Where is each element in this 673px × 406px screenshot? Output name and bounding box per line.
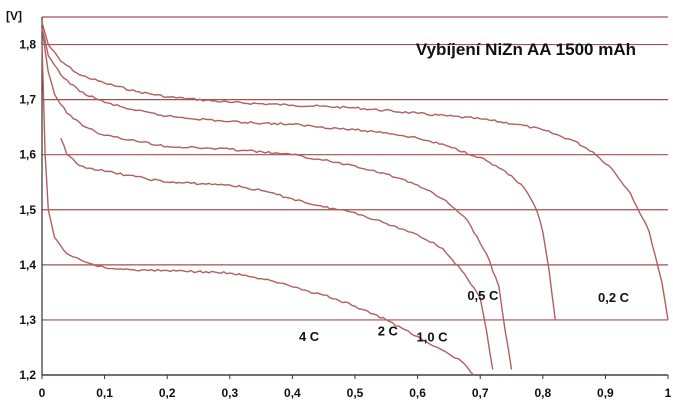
x-tick-label: 0,4 [284,386,301,400]
series-label-2: 1,0 C [417,329,449,344]
x-tick-label: 0,8 [534,386,551,400]
y-tick-label: 1,8 [19,38,36,52]
x-tick-label: 0,6 [409,386,426,400]
chart-title: Vybíjení NiZn AA 1500 mAh [416,40,636,59]
series-label-3: 2 C [378,323,399,338]
series-line-4 [41,44,475,376]
y-tick-label: 1,2 [19,368,36,382]
y-tick-label: 1,5 [19,203,36,217]
x-tick-label: 1 [665,386,672,400]
series-line-3 [60,137,494,370]
series-label-4: 4 C [299,329,320,344]
y-tick-label: 1,6 [19,148,36,162]
x-tick-label: 0,2 [159,386,176,400]
x-tick-label: 0,9 [597,386,614,400]
x-tick-label: 0 [39,386,46,400]
x-tick-label: 0,1 [96,386,113,400]
series-line-2 [41,27,513,370]
x-tick-label: 0,5 [347,386,364,400]
x-tick-label: 0,3 [221,386,238,400]
series-line-1 [41,27,556,320]
y-tick-label: 1,7 [19,93,36,107]
series-label-0: 0,2 C [598,290,630,305]
y-axis-label: [V] [6,9,22,23]
series-label-1: 0,5 C [467,288,499,303]
y-tick-label: 1,3 [19,313,36,327]
y-tick-label: 1,4 [19,258,36,272]
x-tick-label: 0,7 [472,386,489,400]
series-line-0 [41,22,669,321]
